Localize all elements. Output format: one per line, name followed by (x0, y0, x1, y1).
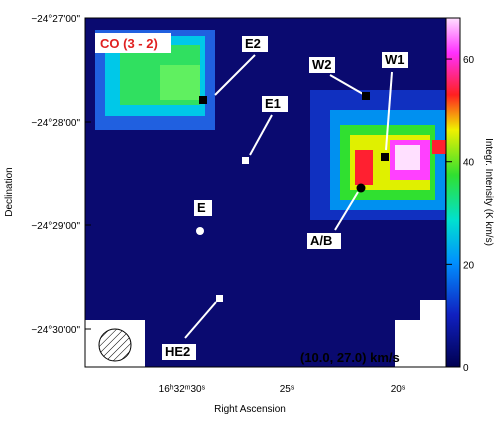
y-tick-label: −24°29'00" (31, 221, 80, 232)
colorbar-tick-label: 20 (463, 260, 475, 271)
x-tick-label: 20ˢ (391, 384, 406, 395)
line-label: CO (3 - 2) (100, 36, 158, 51)
source-label-bg (262, 96, 288, 112)
y-tick-label: −24°28'00" (31, 118, 80, 129)
source-label: A/B (310, 233, 332, 248)
velocity-label: (10.0, 27.0) km/s (300, 350, 400, 365)
source-label: W2 (312, 57, 332, 72)
source-label: E2 (245, 36, 261, 51)
source-label-bg (382, 52, 408, 68)
colorbar (445, 17, 461, 368)
x-tick-label: 16ʰ32ᵐ30ˢ (159, 384, 206, 395)
y-tick-label: −24°27'00" (31, 14, 80, 25)
x-label: Right Ascension (214, 404, 286, 415)
source-label-bg (194, 200, 212, 216)
source-label-bg (162, 344, 196, 360)
x-tick-label: 25ˢ (280, 384, 295, 395)
source-label-bg (242, 36, 268, 52)
source-label: HE2 (165, 344, 190, 359)
colorbar-label: Integr. Intensity (K km/s) (483, 138, 494, 246)
source-label: E (197, 200, 206, 215)
colorbar-tick-label: 0 (463, 363, 469, 374)
intensity-map (85, 18, 446, 367)
colorbar-tick-label: 40 (463, 158, 475, 169)
source-label-bg (309, 57, 335, 73)
source-label: W1 (385, 52, 405, 67)
y-label: Declination (4, 167, 15, 216)
colorbar-tick-label: 60 (463, 55, 475, 66)
source-label-bg (307, 233, 341, 249)
y-tick-label: −24°30'00" (31, 325, 80, 336)
source-label: E1 (265, 96, 281, 111)
